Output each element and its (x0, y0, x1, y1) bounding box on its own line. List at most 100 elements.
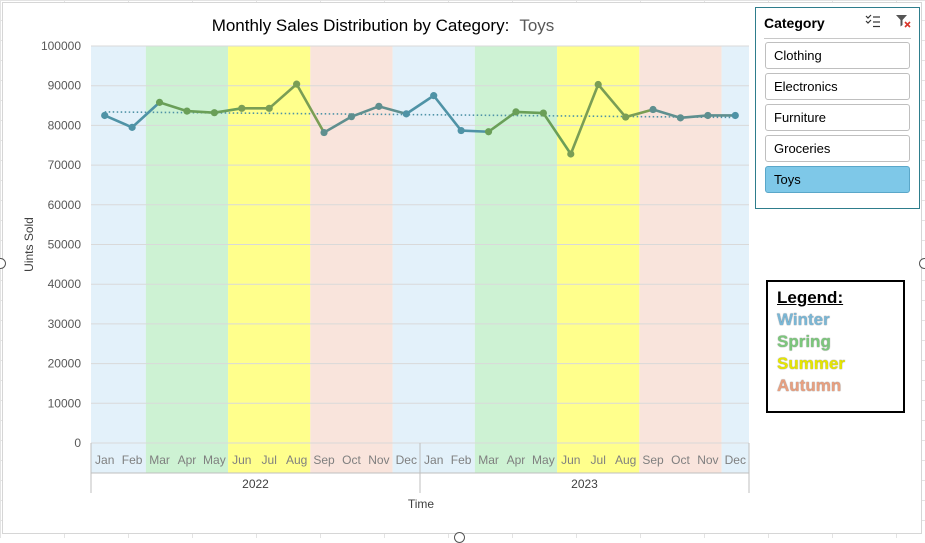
line-segment (487, 110, 518, 134)
resize-handle-right[interactable] (919, 258, 925, 269)
line-segment (514, 110, 545, 115)
x-tick-label: Sep (642, 453, 664, 467)
x-tick-label: Jun (561, 453, 580, 467)
legend-entry-summer: Summer (777, 354, 846, 373)
legend-entry-autumn: Autumn (777, 376, 842, 395)
x-tick-label: Apr (507, 453, 526, 467)
season-band-spring-1 (145, 46, 229, 473)
data-point (375, 102, 383, 110)
x-tick-label: Mar (149, 453, 170, 467)
line-segment (350, 105, 381, 118)
y-tick-label: 70000 (48, 158, 82, 172)
y-tick-label: 40000 (48, 277, 82, 291)
season-band-spring-5 (474, 46, 558, 473)
x-tick-label: Jul (591, 453, 606, 467)
y-tick-label: 50000 (48, 238, 82, 252)
y-tick-label: 0 (74, 436, 81, 450)
x-tick-label: Sep (313, 453, 335, 467)
x-tick-label: Aug (615, 453, 636, 467)
data-point (704, 111, 712, 120)
data-point (293, 80, 301, 88)
season-band-summer-6 (557, 46, 640, 473)
selected-category-label: Toys (519, 16, 555, 35)
line-segment (596, 83, 627, 119)
data-point (155, 98, 164, 106)
line-segment (213, 107, 244, 114)
slicer-item-toys[interactable]: Toys (765, 166, 910, 193)
data-point (402, 110, 410, 118)
x-tick-label: Jul (262, 453, 277, 467)
y-tick-label: 30000 (48, 317, 82, 331)
line-segment (624, 108, 655, 119)
y-tick-label: 10000 (48, 396, 82, 410)
data-point (539, 109, 547, 117)
y-tick-label: 100000 (41, 39, 81, 53)
multi-select-icon[interactable] (865, 14, 881, 33)
x-tick-label: Jan (424, 453, 443, 467)
line-segment (542, 111, 573, 156)
season-band-winter-8 (721, 46, 749, 473)
x-tick-label: Nov (697, 453, 718, 467)
data-point (622, 113, 630, 121)
chart-title-text: Monthly Sales Distribution by Category: (211, 16, 510, 35)
season-band-winter-4 (392, 46, 475, 473)
data-point (512, 108, 520, 116)
year-group-label: 2022 (242, 477, 269, 491)
line-segment (267, 82, 298, 110)
x-tick-label: Oct (671, 453, 690, 467)
slicer-item-furniture[interactable]: Furniture (765, 104, 910, 131)
y-axis-title: Uints Sold (22, 217, 36, 272)
data-point (649, 105, 657, 114)
line-segment (185, 109, 216, 114)
line-segment (404, 94, 436, 116)
x-tick-label: Jun (232, 453, 251, 467)
season-legend: Legend: Winter Spring Summer Autumn (766, 280, 905, 413)
x-tick-label: Jan (95, 453, 114, 467)
data-point (238, 104, 246, 112)
data-point (101, 111, 109, 120)
legend-entry-spring: Spring (777, 332, 831, 351)
slicer-divider (764, 38, 911, 39)
slicer-item-groceries[interactable]: Groceries (765, 135, 910, 162)
data-point (183, 107, 191, 115)
line-segment (295, 82, 326, 134)
data-point (457, 126, 465, 135)
clear-filter-icon[interactable] (895, 14, 911, 33)
data-point (731, 111, 739, 120)
data-point (484, 128, 493, 136)
data-point (210, 109, 218, 117)
line-segment (432, 94, 463, 132)
season-band-summer-2 (228, 46, 311, 473)
line-segment (679, 114, 710, 120)
line-segment (158, 101, 189, 113)
x-tick-label: Aug (286, 453, 307, 467)
x-tick-label: Feb (451, 453, 472, 467)
line-chart: 0 10000 20000 30000 40000 50000 60000 70000 8000… (22, 39, 750, 511)
season-band-autumn-3 (310, 46, 393, 473)
x-tick-label: May (203, 453, 226, 467)
x-tick-label: May (532, 453, 555, 467)
data-point (347, 113, 356, 121)
slicer-item-clothing[interactable]: Clothing (765, 42, 910, 69)
x-tick-label: Mar (478, 453, 499, 467)
x-tick-label: Oct (342, 453, 361, 467)
legend-title: Legend: (777, 288, 844, 307)
season-band-winter-0 (91, 46, 146, 473)
year-group-label: 2023 (571, 477, 598, 491)
slicer-item-electronics[interactable]: Electronics (765, 73, 910, 100)
line-segment (651, 108, 682, 120)
x-tick-label: Dec (396, 453, 417, 467)
line-segment (377, 105, 408, 116)
x-tick-label: Nov (368, 453, 389, 467)
line-segment (130, 101, 161, 129)
x-axis-title: Time (408, 497, 435, 511)
data-point (128, 123, 136, 131)
data-point (676, 114, 685, 122)
line-segment (103, 114, 134, 129)
category-slicer[interactable]: Category Clothing Electronics Furniture … (755, 7, 920, 209)
x-tick-label: Apr (178, 453, 197, 467)
chart-title: Monthly Sales Distribution by Category: T… (3, 16, 763, 36)
data-point (320, 128, 328, 137)
x-tick-label: Dec (725, 453, 746, 467)
legend-entry-winter: Winter (777, 310, 830, 329)
